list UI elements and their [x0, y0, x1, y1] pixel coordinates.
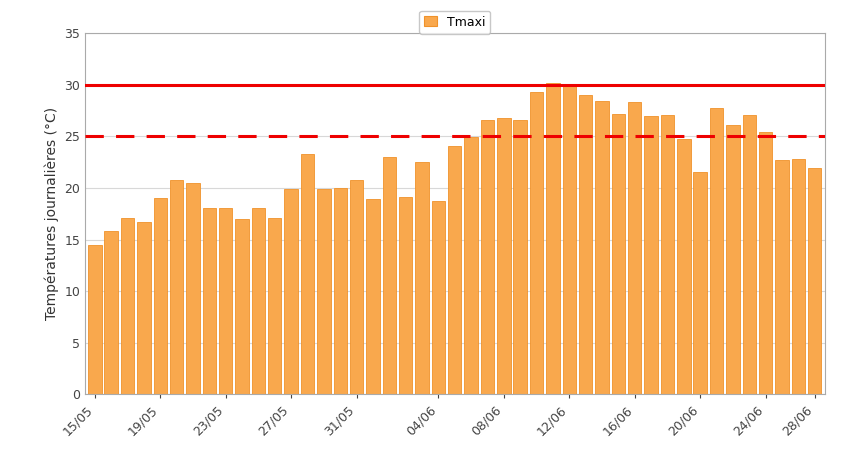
Bar: [219, 208, 232, 394]
Bar: [121, 218, 134, 394]
Bar: [202, 208, 216, 394]
Bar: [791, 159, 805, 394]
Bar: [464, 137, 478, 394]
Bar: [416, 162, 428, 394]
Legend: Tmaxi: Tmaxi: [419, 10, 490, 34]
Bar: [775, 160, 789, 394]
Bar: [530, 92, 543, 394]
Bar: [170, 180, 184, 394]
Bar: [563, 84, 576, 394]
Bar: [235, 219, 249, 394]
Bar: [612, 114, 625, 394]
Bar: [301, 154, 314, 394]
Bar: [105, 231, 118, 394]
Bar: [481, 120, 494, 394]
Bar: [317, 189, 331, 394]
Bar: [579, 95, 592, 394]
Bar: [547, 83, 559, 394]
Bar: [252, 208, 265, 394]
Bar: [432, 201, 445, 394]
Y-axis label: Températures journalières (°C): Températures journalières (°C): [44, 107, 59, 320]
Bar: [154, 198, 167, 394]
Bar: [595, 101, 609, 394]
Bar: [743, 115, 756, 394]
Bar: [268, 218, 281, 394]
Bar: [677, 140, 690, 394]
Bar: [726, 125, 740, 394]
Bar: [382, 157, 396, 394]
Bar: [808, 168, 821, 394]
Bar: [710, 107, 723, 394]
Bar: [628, 102, 642, 394]
Bar: [513, 120, 527, 394]
Bar: [137, 222, 150, 394]
Bar: [660, 115, 674, 394]
Bar: [333, 188, 347, 394]
Bar: [644, 116, 658, 394]
Bar: [694, 172, 707, 394]
Bar: [186, 183, 200, 394]
Bar: [399, 197, 412, 394]
Bar: [350, 180, 363, 394]
Bar: [497, 118, 511, 394]
Bar: [285, 189, 297, 394]
Bar: [366, 200, 380, 394]
Bar: [759, 132, 773, 394]
Bar: [448, 146, 462, 394]
Bar: [88, 245, 101, 394]
